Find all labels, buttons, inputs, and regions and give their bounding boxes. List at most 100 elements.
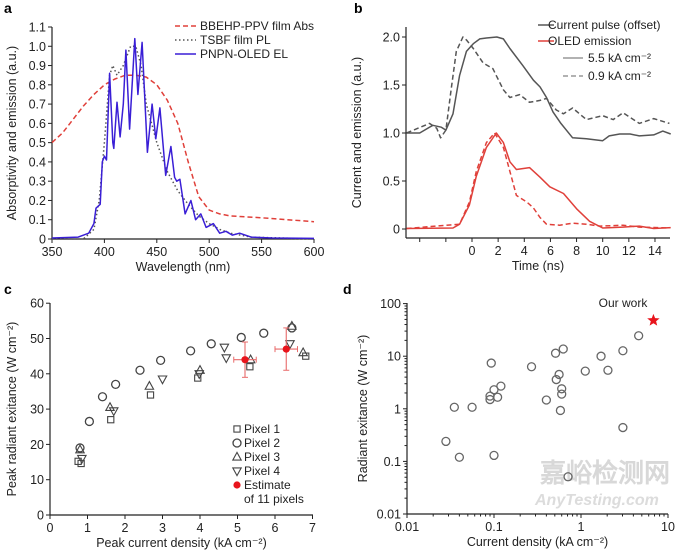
legend-label: Pixel 1 (244, 422, 280, 436)
y-tick-label: 0.01 (377, 508, 401, 522)
x-tick-label: 6 (547, 244, 554, 258)
y-axis-label: Peak radiant exitance (W cm⁻²) (5, 322, 19, 497)
legend-label: Pixel 3 (244, 450, 280, 464)
x-tick-label: 10 (661, 520, 675, 534)
y-tick-label: 60 (30, 297, 44, 311)
data-point-circle (618, 346, 628, 356)
x-tick-label: 1 (578, 520, 585, 534)
data-point-circle (492, 392, 503, 402)
panel-letter: a (4, 0, 12, 16)
x-tick-label: 400 (94, 245, 115, 259)
data-point-circle (489, 450, 499, 461)
watermark: 嘉峪检测网 (540, 458, 670, 488)
data-point-filled-circle (282, 345, 290, 353)
y-axis-label: Absorptivity and emission (a.u.) (5, 46, 19, 220)
data-point-circle (97, 392, 108, 402)
data-point-square (146, 391, 155, 399)
y-tick-label: 0.6 (29, 117, 46, 131)
data-point-circle (558, 344, 568, 354)
data-point-circle (206, 339, 216, 349)
y-tick-label: 50 (30, 332, 44, 346)
y-tick-label: 20 (30, 438, 44, 452)
panel-letter: d (343, 281, 352, 297)
y-tick-label: 0.5 (383, 175, 400, 189)
data-point-triangle-up (194, 364, 206, 374)
y-tick-label: 30 (30, 403, 44, 417)
data-point-triangle-down (194, 370, 205, 380)
data-point-square (246, 363, 254, 371)
legend-label: TSBF film PL (200, 33, 271, 47)
x-tick-label: 6 (272, 521, 279, 535)
x-tick-label: 2 (122, 521, 129, 535)
legend-label: OLED emission (548, 34, 631, 48)
x-axis-label: Peak current density (kA cm⁻²) (96, 536, 267, 550)
x-axis-label: Time (ns) (512, 259, 564, 273)
series-line-3 (406, 132, 670, 230)
our-work-star (647, 313, 660, 326)
y-tick-label: 1 (394, 402, 401, 416)
series-line-0 (406, 36, 671, 142)
data-point-triangle-up (104, 401, 116, 411)
x-tick-label: 2 (495, 244, 502, 258)
y-tick-label: 0.2 (29, 194, 46, 208)
y-tick-label: 0.1 (29, 213, 46, 227)
series-line-0 (51, 74, 315, 223)
panel-letter: c (4, 281, 12, 297)
data-point-triangle-down (108, 407, 119, 417)
data-point-triangle-down (221, 354, 232, 364)
legend-marker (233, 481, 241, 489)
x-tick-label: 4 (197, 521, 204, 535)
x-axis-label: Wavelength (nm) (136, 260, 231, 274)
y-tick-label: 1.1 (29, 21, 46, 35)
x-tick-label: 14 (648, 244, 662, 258)
data-point-circle (551, 374, 561, 385)
x-tick-label: 600 (304, 245, 325, 259)
x-tick-label: 1 (84, 521, 91, 535)
x-tick-label: 8 (573, 244, 580, 258)
data-point-square (77, 459, 85, 468)
data-point-circle (634, 331, 644, 341)
y-tick-label: 0 (39, 233, 46, 247)
data-point-triangle-up (297, 346, 309, 357)
data-point-circle (554, 369, 564, 380)
panel-a: a 350 400 450 500 550 600 0 0.1 0.2 0.3 0.4 0.5 0.6 0.… (4, 0, 324, 274)
x-tick-label: 4 (521, 244, 528, 258)
data-point-triangle-up (286, 320, 298, 330)
panel-letter: b (354, 0, 363, 16)
x-tick-label: 450 (146, 245, 167, 259)
data-point-circle (135, 365, 145, 375)
x-tick-label: 0.1 (485, 520, 502, 534)
y-tick-label: 0 (37, 509, 44, 523)
data-point-circle (155, 355, 166, 366)
data-point-circle (454, 452, 465, 462)
y-tick-label: 0 (393, 223, 400, 237)
x-tick-label: 12 (622, 244, 636, 258)
y-tick-label: 100 (380, 297, 401, 311)
data-point-circle (596, 351, 606, 361)
data-point-circle (541, 395, 552, 405)
data-point-triangle-down (219, 343, 230, 354)
panel-b: b 0 2 4 6 8 10 12 14 0 0.5 1.0 1.5 2.0 Time (ns) Curren… (350, 0, 671, 273)
data-point-circle (441, 436, 451, 447)
data-point-circle (557, 389, 567, 399)
x-tick-label: 350 (42, 245, 63, 259)
data-point-circle (185, 346, 196, 356)
y-tick-label: 0.3 (29, 175, 46, 189)
x-tick-label: 0 (469, 244, 476, 258)
data-point-circle (550, 348, 561, 358)
data-point-triangle-up (74, 443, 86, 454)
data-point-circle (557, 384, 567, 394)
data-point-circle (526, 362, 537, 372)
x-tick-label: 10 (596, 244, 610, 258)
data-point-circle (486, 358, 496, 368)
data-point-circle (236, 332, 246, 343)
series-line-1 (406, 36, 670, 139)
data-point-circle (110, 379, 121, 390)
series-line-2 (51, 37, 315, 240)
y-tick-label: 0.8 (29, 78, 46, 92)
legend-label: 5.5 kA cm⁻² (588, 51, 651, 65)
series-line-1 (52, 45, 315, 240)
y-tick-label: 2.0 (383, 31, 400, 45)
data-point-circle (618, 422, 628, 433)
